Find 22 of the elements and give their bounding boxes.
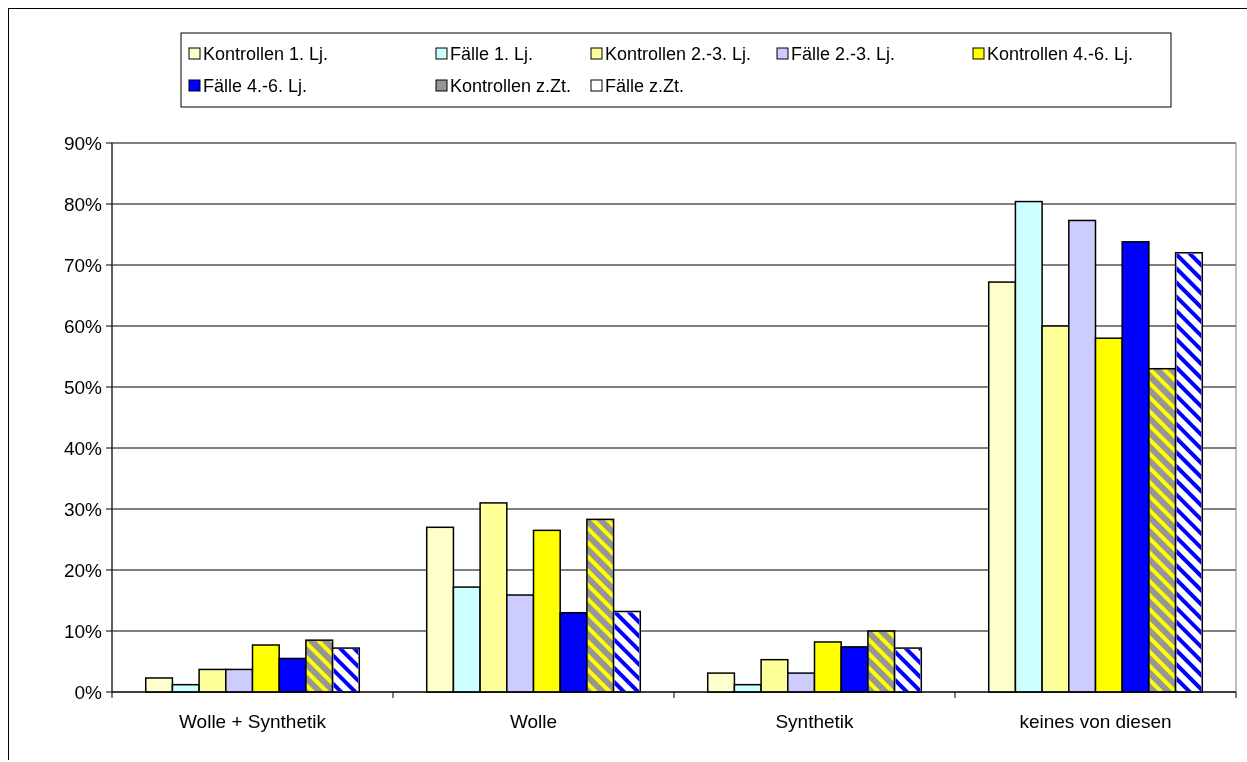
x-tick-label: Wolle + Synthetik [179, 711, 327, 732]
y-tick-label: 80% [63, 193, 103, 215]
legend-label: Fälle 1. Lj. [450, 44, 534, 65]
y-tick-label: 70% [63, 254, 103, 276]
x-tick-label: Synthetik [775, 711, 855, 732]
legend-label: Fälle z.Zt. [605, 76, 685, 97]
legend-label: Fälle 4.-6. Lj. [203, 76, 308, 97]
legend-label: Kontrollen 2.-3. Lj. [605, 44, 752, 65]
y-tick-label: 20% [63, 559, 103, 581]
legend-label: Kontrollen z.Zt. [450, 76, 572, 97]
x-tick-label: keines von diesen [1019, 711, 1172, 732]
legend-label: Fälle 2.-3. Lj. [791, 44, 896, 65]
y-tick-label: 60% [63, 315, 103, 337]
y-tick-label: 10% [63, 620, 103, 642]
y-tick-label: 0% [74, 681, 103, 703]
y-tick-label: 50% [63, 376, 103, 398]
x-tick-label: Wolle [509, 711, 558, 732]
legend-label: Kontrollen 4.-6. Lj. [987, 44, 1134, 65]
legend-label: Kontrollen 1. Lj. [203, 44, 329, 65]
y-tick-label: 30% [63, 498, 103, 520]
y-tick-label: 40% [63, 437, 103, 459]
y-tick-label: 90% [63, 132, 103, 154]
